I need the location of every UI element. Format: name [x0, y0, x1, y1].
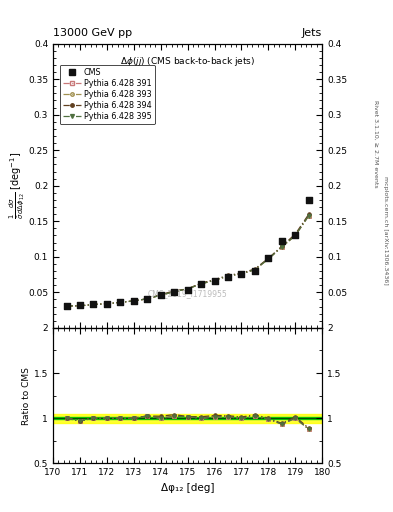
- Point: [306, 196, 312, 204]
- Text: 13000 GeV pp: 13000 GeV pp: [53, 28, 132, 38]
- Text: Jets: Jets: [302, 28, 322, 38]
- Point: [158, 291, 164, 300]
- Point: [265, 254, 272, 262]
- Point: [144, 295, 151, 304]
- Point: [104, 300, 110, 308]
- Point: [211, 277, 218, 285]
- Point: [117, 298, 123, 306]
- Bar: [53, 417, 322, 419]
- X-axis label: Δφ₁₂ [deg]: Δφ₁₂ [deg]: [161, 483, 215, 493]
- Text: $\Delta\phi(\mathit{jj})$ (CMS back-to-back jets): $\Delta\phi(\mathit{jj})$ (CMS back-to-b…: [120, 55, 255, 68]
- Point: [131, 297, 137, 305]
- Text: Rivet 3.1.10, ≥ 2.7M events: Rivet 3.1.10, ≥ 2.7M events: [373, 99, 378, 187]
- Legend: CMS, Pythia 6.428 391, Pythia 6.428 393, Pythia 6.428 394, Pythia 6.428 395: CMS, Pythia 6.428 391, Pythia 6.428 393,…: [60, 65, 155, 124]
- Y-axis label: Ratio to CMS: Ratio to CMS: [22, 367, 31, 424]
- Point: [225, 272, 231, 281]
- Point: [63, 302, 70, 310]
- Point: [185, 285, 191, 293]
- Point: [198, 280, 204, 288]
- Text: CMS_2019_I1719955: CMS_2019_I1719955: [148, 289, 228, 298]
- Bar: [53, 414, 322, 423]
- Point: [90, 301, 97, 309]
- Point: [252, 267, 258, 275]
- Text: mcplots.cern.ch [arXiv:1306.3436]: mcplots.cern.ch [arXiv:1306.3436]: [383, 176, 387, 285]
- Point: [292, 231, 299, 240]
- Point: [77, 301, 83, 309]
- Point: [279, 237, 285, 245]
- Point: [171, 288, 177, 296]
- Y-axis label: $\frac{1}{\bar{\sigma}}\frac{d\sigma}{d\Delta\phi_{12}}$ [deg$^{-1}$]: $\frac{1}{\bar{\sigma}}\frac{d\sigma}{d\…: [7, 152, 27, 220]
- Point: [239, 270, 245, 278]
